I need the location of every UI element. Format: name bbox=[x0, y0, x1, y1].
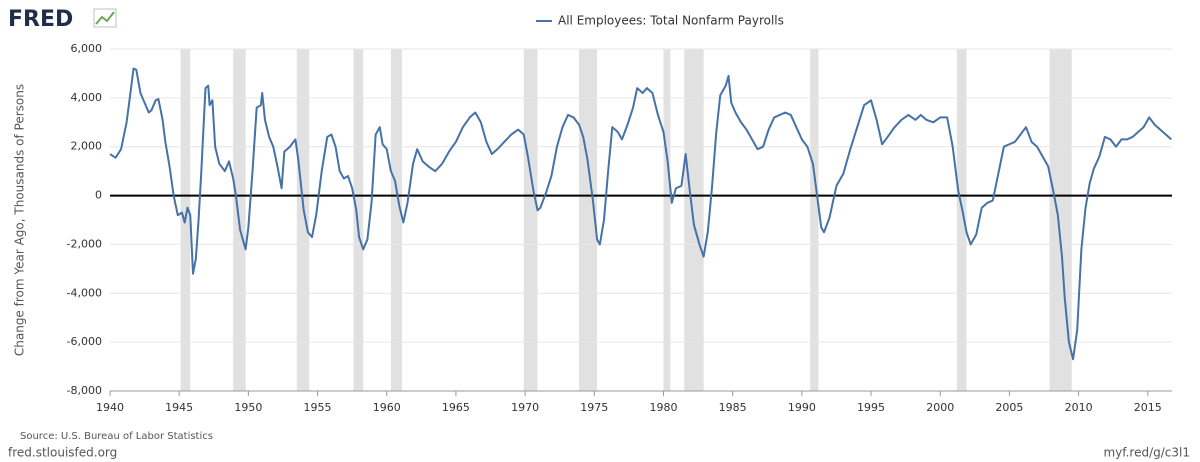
y-tick-label: -6,000 bbox=[67, 335, 102, 348]
x-tick-label: 1945 bbox=[165, 401, 193, 414]
logo-text[interactable]: FRED bbox=[8, 7, 73, 32]
recession-band bbox=[523, 49, 538, 391]
x-tick-label: 1975 bbox=[580, 401, 608, 414]
x-tick-label: 1990 bbox=[788, 401, 816, 414]
site-link[interactable]: fred.stlouisfed.org bbox=[8, 446, 117, 460]
y-tick-label: 2,000 bbox=[71, 140, 103, 153]
x-tick-label: 2000 bbox=[926, 401, 954, 414]
x-tick-label: 1950 bbox=[234, 401, 262, 414]
y-tick-label: -4,000 bbox=[67, 286, 102, 299]
x-tick-label: 1965 bbox=[442, 401, 470, 414]
y-tick-label: 4,000 bbox=[71, 91, 103, 104]
series-line bbox=[109, 67, 1172, 361]
x-tick-label: 1960 bbox=[373, 401, 401, 414]
recession-band bbox=[579, 49, 598, 391]
logo[interactable]: FRED bbox=[8, 7, 117, 32]
logo-icon bbox=[93, 8, 117, 28]
y-tick-label: -8,000 bbox=[67, 384, 102, 397]
recession-band bbox=[390, 49, 402, 391]
recession-band bbox=[810, 49, 819, 391]
recession-band bbox=[353, 49, 364, 391]
y-axis-label: Change from Year Ago, Thousands of Perso… bbox=[13, 84, 27, 356]
x-tick-label: 1955 bbox=[304, 401, 332, 414]
x-tick-label: 2015 bbox=[1134, 401, 1162, 414]
x-tick-label: 2005 bbox=[995, 401, 1023, 414]
x-tick-label: 1980 bbox=[649, 401, 677, 414]
y-tick-label: -2,000 bbox=[67, 237, 102, 250]
x-tick-label: 1940 bbox=[96, 401, 124, 414]
y-tick-label: 6,000 bbox=[71, 42, 103, 55]
x-tick-label: 2010 bbox=[1065, 401, 1093, 414]
legend-label[interactable]: All Employees: Total Nonfarm Payrolls bbox=[558, 14, 784, 28]
short-url[interactable]: myf.red/g/c3l1 bbox=[1103, 446, 1190, 460]
y-tick-label: 0 bbox=[95, 189, 102, 202]
logo-icon-line bbox=[95, 11, 115, 25]
source: Source: U.S. Bureau of Labor Statistics bbox=[20, 431, 213, 442]
recession-band bbox=[956, 49, 967, 391]
recession-band bbox=[296, 49, 310, 391]
x-tick-label: 1995 bbox=[857, 401, 885, 414]
plot-area: -8,000 -6,000 -4,000 -2,000 0 2,000 4,000 6,000… bbox=[67, 42, 1172, 414]
x-tick-label: 1985 bbox=[719, 401, 747, 414]
x-tick-label: 1970 bbox=[511, 401, 539, 414]
recession-band bbox=[663, 49, 671, 391]
